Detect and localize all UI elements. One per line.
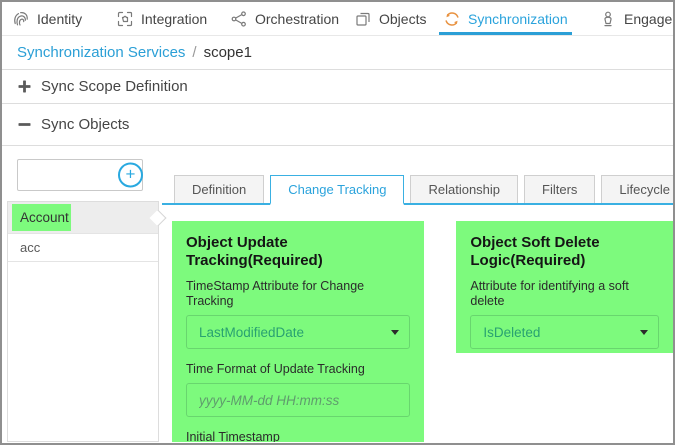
tab-change-tracking[interactable]: Change Tracking <box>270 175 405 205</box>
timestamp-attribute-select[interactable]: LastModifiedDate <box>186 315 411 349</box>
tab-definition[interactable]: Definition <box>174 175 265 203</box>
list-item-label: acc <box>20 240 41 255</box>
copy-icon <box>356 12 370 26</box>
select-value: LastModifiedDate <box>199 324 305 340</box>
time-format-input[interactable] <box>186 383 411 417</box>
tab-lifecycle-methods[interactable]: Lifecycle Methods <box>601 175 673 203</box>
nav-item-engagement[interactable]: Engagement <box>599 2 673 35</box>
section-label: Sync Objects <box>41 116 130 133</box>
top-nav: Identity Integration Orchestration Objec… <box>2 2 673 36</box>
nav-item-identity[interactable]: Identity <box>12 2 82 35</box>
soft-delete-attribute-select[interactable]: IsDeleted <box>470 315 659 349</box>
object-detail: Definition Change Tracking Relationship … <box>162 146 673 442</box>
person-icon <box>604 11 612 26</box>
list-item-acc[interactable]: acc <box>8 234 158 262</box>
breadcrumb-current: scope1 <box>203 44 252 61</box>
nav-item-orchestration[interactable]: Orchestration <box>230 2 339 35</box>
soft-delete-attribute-label: Attribute for identifying a soft delete <box>470 279 629 308</box>
chevron-down-icon <box>640 330 648 335</box>
breadcrumb-separator: / <box>192 44 197 61</box>
change-tracking-content: Object Update Tracking(Required) TimeSta… <box>172 221 673 442</box>
chevron-down-icon <box>391 330 400 335</box>
sync-objects-panel: + Account acc Definition Change Tracking… <box>2 146 673 442</box>
panel-title: Object Update Tracking(Required) <box>186 234 323 269</box>
select-value: IsDeleted <box>483 324 541 340</box>
breadcrumb: Synchronization Services / scope1 <box>2 36 673 70</box>
object-soft-delete-panel: Object Soft Delete Logic(Required) Attri… <box>456 221 673 353</box>
nav-item-label: Orchestration <box>255 10 340 27</box>
list-item-account[interactable]: Account <box>8 202 167 234</box>
fingerprint-icon <box>14 11 28 26</box>
minus-icon <box>18 123 31 126</box>
section-sync-scope-definition[interactable]: Sync Scope Definition <box>2 70 673 104</box>
list-item-label: Account <box>20 210 69 225</box>
timestamp-attribute-label: TimeStamp Attribute for Change Tracking <box>186 279 365 308</box>
nav-item-label: Engagement <box>624 10 673 27</box>
nav-item-label: Synchronization <box>468 10 568 27</box>
nav-item-objects[interactable]: Objects <box>354 2 426 35</box>
sync-icon <box>445 11 459 26</box>
tab-relationship[interactable]: Relationship <box>410 175 519 203</box>
detail-tabbar: Definition Change Tracking Relationship … <box>162 175 673 205</box>
breadcrumb-root-link[interactable]: Synchronization Services <box>17 44 186 61</box>
initial-timestamp-label: Initial Timestamp <box>186 430 280 442</box>
time-format-label: Time Format of Update Tracking <box>186 362 365 376</box>
nav-item-label: Identity <box>37 10 83 27</box>
section-sync-objects[interactable]: Sync Objects <box>2 104 673 146</box>
nav-item-integration[interactable]: Integration <box>116 2 207 35</box>
object-list: Account acc <box>7 201 167 442</box>
object-search: + <box>17 159 143 191</box>
nav-item-synchronization[interactable]: Synchronization <box>439 2 572 35</box>
plus-icon <box>18 80 31 93</box>
nav-item-label: Objects <box>379 10 427 27</box>
branch-icon <box>231 10 246 27</box>
section-label: Sync Scope Definition <box>41 78 188 95</box>
add-object-button[interactable]: + <box>118 162 143 188</box>
puzzle-icon <box>117 11 133 26</box>
nav-item-label: Integration <box>141 10 208 27</box>
selection-highlight <box>12 204 71 231</box>
tab-filters[interactable]: Filters <box>524 175 596 203</box>
object-update-tracking-panel: Object Update Tracking(Required) TimeSta… <box>172 221 425 442</box>
panel-title: Object Soft Delete Logic(Required) <box>470 234 600 269</box>
